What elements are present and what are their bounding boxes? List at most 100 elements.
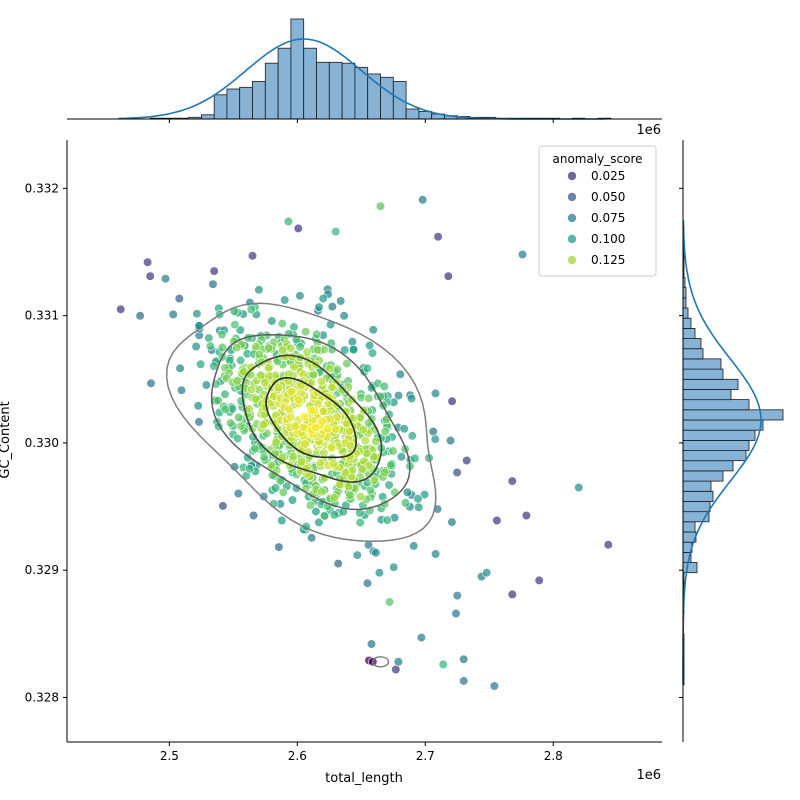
scatter-point [603,540,613,550]
scatter-point [201,380,211,390]
scatter-point [286,387,296,397]
scatter-point [344,482,354,492]
scatter-point [366,639,377,649]
scatter-point [446,436,456,446]
scatter-point [390,487,400,497]
kde-contour-line [165,302,437,542]
scatter-point [339,311,349,321]
scatter-point [220,404,230,414]
scatter-point [263,363,274,373]
scatter-point [299,412,309,422]
scatter-point [307,533,317,543]
scatter-point [447,517,457,527]
x-tick-label: 2.8 [544,749,563,763]
scatter-point [534,575,544,586]
scatter-point [521,510,532,521]
legend-label: 0.100 [591,232,625,246]
scatter-point [407,393,417,404]
scatter-point [277,515,287,526]
scatter-point [327,302,338,312]
y-axis-label: GC_Content [0,401,13,478]
scatter-point [358,464,368,474]
scatter-point [245,464,255,474]
scatter-point [399,424,409,434]
scatter-point [391,664,401,675]
x-hist-bar [277,47,292,120]
scatter-point [191,341,201,352]
y-hist-bar [682,409,784,421]
x-tick-label: 2.5 [160,749,179,763]
scatter-point [410,453,420,464]
scatter-point [277,345,288,355]
x-offset-label: 1e6 [636,768,661,783]
x-hist-bar [316,61,330,120]
x-hist-bar [264,62,279,120]
scatter-point [176,385,187,395]
legend-title: anomaly_score [552,152,642,166]
scatter-point [380,426,390,437]
y-hist-bar [682,327,696,339]
y-tick-label: 0.328 [25,690,59,704]
scatter-point [358,425,368,435]
scatter-point [416,632,427,643]
y-hist-bar [682,501,711,513]
y-tick-label: 0.330 [25,436,59,450]
scatter-point [259,491,269,502]
scatter-point [267,316,277,326]
legend-label: 0.050 [591,190,625,204]
scatter-point [364,393,374,403]
scatter-point [260,378,270,388]
scatter-point [233,433,243,444]
scatter-point [451,608,461,619]
legend: anomaly_score 0.025 0.050 0.075 0.100 0.125 [538,145,657,277]
scatter-point [271,437,281,447]
y-hist-bar [682,348,704,360]
scatter-point [264,371,274,381]
scatter-point [259,452,269,462]
scatter-point [507,476,517,486]
kde-contour-line [241,354,383,483]
scatter-point [379,381,389,392]
scatter-point [337,385,348,395]
scatter-point [312,329,322,339]
scatter-point [418,195,428,205]
y-hist-bar [682,460,734,472]
y-hist-bar [682,378,739,390]
scatter-point [286,343,296,353]
scatter-point [209,266,219,276]
y-tick-label: 0.331 [25,309,59,323]
scatter-point [329,493,339,503]
x-axis-label: total_length [325,771,403,786]
x-hist-bar [405,108,420,120]
scatter-point [254,285,264,295]
scatter-point [250,444,260,454]
scatter-point [145,271,155,281]
scatter-point [386,460,396,470]
scatter-point [135,311,145,321]
scatter-point [286,412,296,422]
scatter-point [365,485,376,495]
x-hist-bar [303,47,317,120]
scatter-point [395,369,405,379]
scatter-point [347,337,358,347]
scatter-point [220,389,230,399]
scatter-point [246,304,256,315]
scatter-point [315,458,325,468]
legend-label: 0.075 [591,211,625,225]
x-hist-bar [213,94,228,120]
x-hist-bar [290,18,305,120]
legend-label: 0.025 [591,169,625,183]
scatter-point [438,659,448,670]
scatter-point [313,399,323,409]
y-hist-bar [682,521,696,533]
scatter-point [443,271,453,281]
scatter-point [375,201,386,211]
scatter-point [314,517,324,528]
scatter-point [288,451,298,462]
scatter-point [374,568,385,578]
x-hist-bar [418,111,433,120]
scatter-point [300,439,310,449]
x-hist-bar [200,114,215,120]
scatter-point [306,405,317,416]
y-hist-bar [682,562,698,574]
